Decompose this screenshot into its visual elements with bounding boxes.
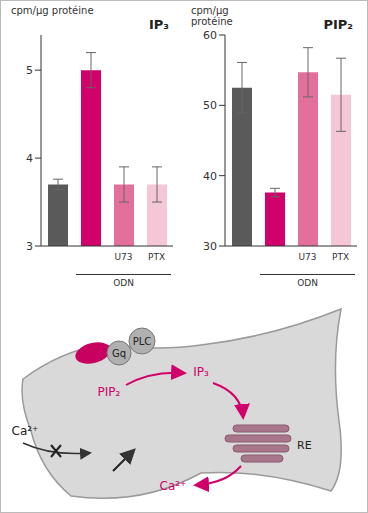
svg-text:40: 40: [203, 170, 217, 183]
html-text:PIP₂: PIP₂: [323, 17, 353, 32]
svg-text:PLC: PLC: [133, 336, 152, 347]
html-text:IP₃: IP₃: [148, 17, 169, 32]
svg-text:U73: U73: [298, 252, 316, 262]
svg-text:IP₃: IP₃: [193, 365, 209, 379]
svg-text:RE: RE: [297, 439, 312, 452]
html-text:cpm/µg protéine: cpm/µg protéine: [11, 5, 94, 16]
html-text:ODN: ODN: [297, 278, 318, 288]
svg-text:30: 30: [203, 240, 217, 253]
html-text:ODN: ODN: [113, 278, 134, 288]
svg-text:4: 4: [26, 152, 33, 165]
svg-text:50: 50: [203, 99, 217, 112]
svg-text:Ca²⁺: Ca²⁺: [160, 479, 187, 493]
svg-text:PTX: PTX: [332, 252, 349, 262]
svg-text:PTX: PTX: [148, 252, 165, 262]
svg-text:Gq: Gq: [112, 348, 126, 359]
svg-text:60: 60: [203, 29, 217, 42]
svg-text:3: 3: [26, 240, 33, 253]
svg-text:U73: U73: [114, 252, 132, 262]
svg-text:PIP₂: PIP₂: [98, 385, 121, 399]
svg-text:Ca²⁺: Ca²⁺: [12, 424, 39, 438]
svg-text:5: 5: [26, 64, 33, 77]
html-text:cpm/µg protéine: cpm/µg protéine: [191, 5, 233, 27]
